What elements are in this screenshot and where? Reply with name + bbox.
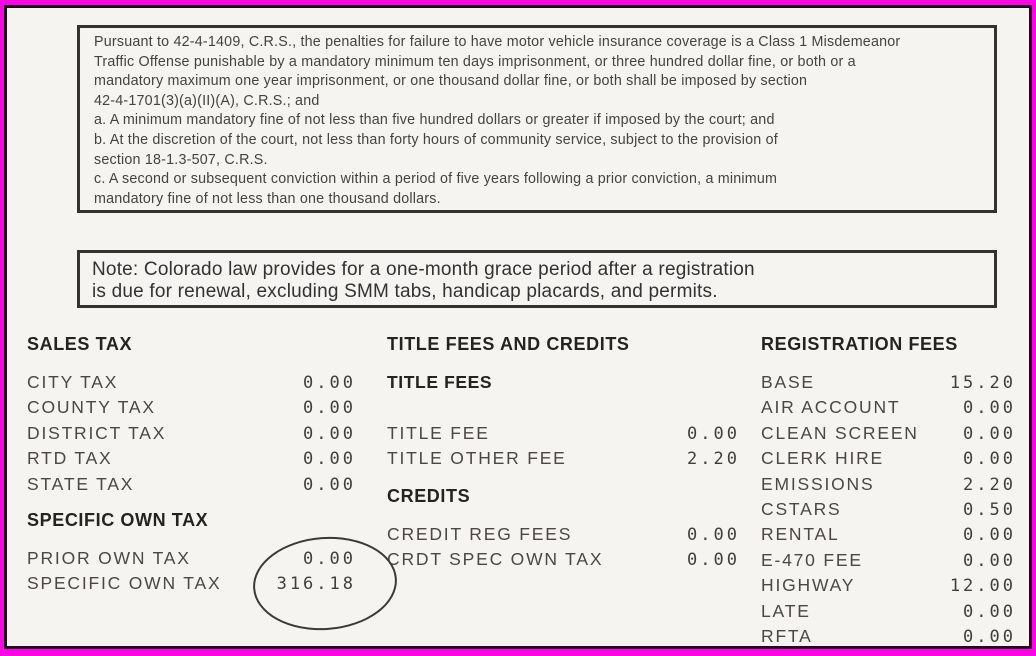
fee-value: 0.00	[963, 525, 1016, 546]
penalty-line: Traffic Offense punishable by a mandator…	[94, 53, 856, 70]
fee-value: 0.50	[963, 499, 1016, 520]
fee-label: CSTARS	[761, 498, 842, 519]
specific-own-tax-title: SPECIFIC OWN TAX	[27, 509, 209, 530]
fee-row: CLERK HIRE 0.00	[761, 448, 1013, 473]
fee-row: BASE 15.20	[761, 372, 1013, 397]
row-spacer	[387, 397, 737, 422]
fee-row: EMISSIONS 2.20	[761, 474, 1013, 499]
title-fees-subtitle: TITLE FEES	[387, 372, 493, 392]
fee-row: COUNTY TAX 0.00	[27, 397, 353, 422]
fee-row: E-470 FEE 0.00	[761, 550, 1013, 575]
fee-label: TITLE OTHER FEE	[387, 448, 567, 469]
fee-row: PRIOR OWN TAX 0.00	[27, 548, 353, 573]
note-line: Note: Colorado law provides for a one-mo…	[92, 259, 755, 280]
fee-label: EMISSIONS	[761, 473, 875, 494]
fee-label: CREDIT REG FEES	[387, 523, 573, 544]
fee-label: DISTRICT TAX	[27, 422, 167, 443]
fee-row: SPECIFIC OWN TAX 316.18	[27, 573, 353, 598]
fee-value: 0.00	[963, 550, 1016, 571]
penalty-line: section 18-1.3-507, C.R.S.	[94, 151, 268, 168]
penalty-notice-box: Pursuant to 42-4-1409, C.R.S., the penal…	[77, 25, 997, 213]
fee-row: TITLE FEE 0.00	[387, 423, 737, 448]
fee-value: 0.00	[963, 626, 1016, 647]
fee-row: TITLE OTHER FEE 2.20	[387, 448, 737, 473]
fee-value: 15.20	[949, 373, 1016, 393]
fee-label: RFTA	[761, 625, 813, 646]
fee-label: TITLE FEE	[387, 422, 490, 443]
fee-value: 2.20	[687, 449, 740, 470]
fee-row: RFTA 0.00	[761, 625, 1016, 647]
fee-value: 2.20	[963, 474, 1016, 495]
grace-period-note-box: Note: Colorado law provides for a one-mo…	[77, 250, 997, 308]
fee-row: LATE 0.00	[761, 601, 1013, 626]
fee-label: RENTAL	[761, 524, 840, 545]
fee-label: LATE	[761, 600, 811, 621]
fee-row: CREDIT REG FEES 0.00	[387, 524, 737, 549]
penalty-line: b. At the discretion of the court, not l…	[94, 131, 778, 148]
fee-label: COUNTY TAX	[27, 397, 156, 418]
fee-value: 0.00	[963, 423, 1016, 444]
fee-row: DISTRICT TAX 0.00	[27, 423, 353, 448]
fee-label: CITY TAX	[27, 372, 119, 392]
fee-label: HIGHWAY	[761, 575, 856, 596]
fee-label: SPECIFIC OWN TAX	[27, 573, 222, 594]
fee-label: PRIOR OWN TAX	[27, 547, 191, 568]
fee-row: RTD TAX 0.00	[27, 448, 353, 473]
fee-row: AIR ACCOUNT 0.00	[761, 397, 1013, 422]
fee-value: 0.00	[303, 474, 356, 495]
fee-label: RTD TAX	[27, 448, 113, 469]
fee-row: RENTAL 0.00	[761, 524, 1013, 549]
penalty-line: 42-4-1701(3)(a)(II)(A), C.R.S.; and	[94, 92, 320, 109]
penalty-line: mandatory fine of not less than one thou…	[94, 190, 441, 207]
fee-value: 0.00	[687, 423, 740, 444]
title-fees-credits-title: TITLE FEES AND CREDITS	[387, 334, 630, 354]
penalty-line: Pursuant to 42-4-1409, C.R.S., the penal…	[94, 34, 901, 50]
fee-row: CRDT SPEC OWN TAX 0.00	[387, 549, 737, 574]
title-fees-credits-column: TITLE FEES AND CREDITS TITLE FEES TITLE …	[387, 334, 737, 574]
fee-value: 0.00	[963, 601, 1016, 622]
fee-row: STATE TAX 0.00	[27, 474, 353, 499]
fee-row: CLEAN SCREEN 0.00	[761, 423, 1013, 448]
fee-value: 0.00	[687, 524, 740, 545]
fee-row: CSTARS 0.50	[761, 499, 1013, 524]
registration-fees-column: REGISTRATION FEES BASE 15.20 AIR ACCOUNT…	[761, 334, 1016, 647]
document-page: Pursuant to 42-4-1409, C.R.S., the penal…	[4, 5, 1032, 649]
fee-label: E-470 FEE	[761, 549, 863, 570]
fee-value: 0.00	[963, 449, 1016, 470]
fee-label: CRDT SPEC OWN TAX	[387, 548, 604, 569]
fee-value: 12.00	[949, 576, 1016, 597]
fee-value: 0.00	[687, 549, 740, 570]
fee-row: CITY TAX 0.00	[27, 372, 353, 397]
fee-label: AIR ACCOUNT	[761, 397, 901, 418]
fee-value: 0.00	[303, 373, 356, 393]
fee-label: BASE	[761, 372, 815, 392]
fee-row: HIGHWAY 12.00	[761, 575, 1013, 600]
credits-subtitle: CREDITS	[387, 485, 471, 506]
fee-value: 0.00	[303, 449, 356, 470]
fee-label: CLEAN SCREEN	[761, 422, 919, 443]
penalty-line: mandatory maximum one year imprisonment,…	[94, 73, 808, 90]
note-line: is due for renewal, excluding SMM tabs, …	[92, 280, 718, 302]
fee-value: 0.00	[303, 548, 356, 569]
fee-label: CLERK HIRE	[761, 448, 885, 469]
penalty-line: a. A minimum mandatory fine of not less …	[94, 112, 775, 129]
fee-value: 0.00	[303, 423, 356, 444]
penalty-line: c. A second or subsequent conviction wit…	[94, 171, 778, 188]
fee-value: 0.00	[303, 398, 356, 419]
registration-fees-title: REGISTRATION FEES	[761, 334, 958, 354]
sales-tax-title: SALES TAX	[27, 334, 133, 354]
fee-value-circled: 316.18	[276, 574, 356, 595]
sales-tax-column: SALES TAX CITY TAX 0.00 COUNTY TAX 0.00 …	[27, 334, 353, 599]
fee-label: STATE TAX	[27, 473, 135, 494]
fee-value: 0.00	[963, 398, 1016, 419]
